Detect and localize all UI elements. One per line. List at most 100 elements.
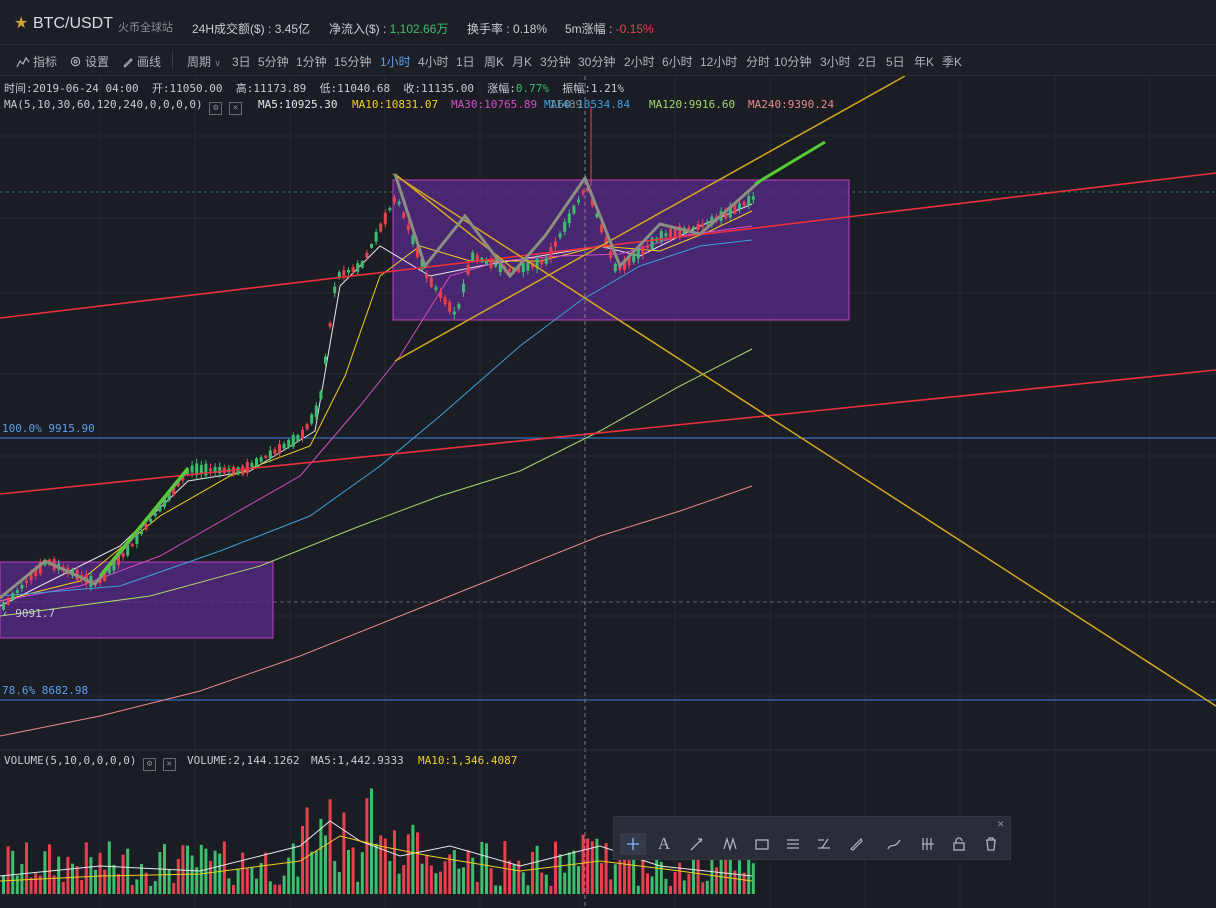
candle[interactable]	[351, 267, 355, 272]
candle[interactable]	[365, 252, 369, 258]
candle[interactable]	[590, 198, 594, 206]
candle[interactable]	[6, 597, 10, 605]
candle[interactable]	[11, 593, 15, 600]
candle[interactable]	[411, 235, 415, 245]
range-box-top[interactable]	[392, 179, 850, 321]
candle[interactable]	[103, 569, 107, 581]
trendline-red-lower[interactable]	[0, 369, 1216, 495]
trash-icon[interactable]	[978, 833, 1004, 855]
candle[interactable]	[38, 561, 42, 574]
green-trend-segment-right[interactable]	[754, 140, 826, 186]
candle[interactable]	[600, 224, 603, 233]
candle[interactable]	[457, 304, 461, 309]
candle[interactable]	[337, 272, 341, 278]
candle[interactable]	[393, 197, 396, 203]
favorite-star-icon[interactable]: ★	[14, 15, 29, 32]
period-option[interactable]: 1小时	[380, 55, 411, 69]
candle[interactable]	[305, 424, 309, 430]
candle[interactable]	[572, 205, 576, 214]
candle[interactable]	[613, 263, 617, 272]
candle[interactable]	[209, 468, 212, 472]
candle[interactable]	[278, 444, 281, 454]
candle[interactable]	[724, 209, 728, 219]
candle[interactable]	[241, 466, 245, 475]
candle[interactable]	[604, 237, 608, 246]
candle[interactable]	[692, 226, 695, 230]
period-option[interactable]: 分时	[746, 55, 771, 69]
candle[interactable]	[696, 223, 700, 230]
candle[interactable]	[273, 449, 277, 454]
candle[interactable]	[135, 533, 139, 544]
candle[interactable]	[360, 261, 364, 268]
indicator-button[interactable]: 指标	[16, 53, 57, 70]
candle[interactable]	[236, 467, 240, 475]
candle[interactable]	[121, 553, 125, 557]
candle[interactable]	[117, 555, 120, 566]
ruler-icon[interactable]	[843, 833, 869, 855]
candle[interactable]	[429, 277, 433, 288]
period-option[interactable]: 6小时	[662, 55, 693, 69]
candle[interactable]	[659, 231, 663, 242]
candle[interactable]	[204, 463, 208, 476]
candle[interactable]	[466, 264, 470, 275]
volume-close-icon[interactable]: ✕	[162, 758, 176, 771]
candle[interactable]	[2, 602, 5, 610]
candle[interactable]	[609, 251, 613, 259]
kline-chart[interactable]: 时间:2019-06-24 04:00 开:11050.00 高:11173.8…	[0, 76, 1216, 908]
candle[interactable]	[25, 580, 28, 584]
candle[interactable]	[535, 258, 539, 269]
candle[interactable]	[646, 245, 649, 249]
draw-line-button[interactable]: 画线	[122, 53, 161, 70]
candle[interactable]	[733, 204, 737, 214]
candle[interactable]	[416, 247, 419, 257]
period-option[interactable]: 10分钟	[774, 55, 812, 69]
ma-settings-icon[interactable]: ⚙	[209, 102, 223, 115]
candle[interactable]	[379, 223, 383, 232]
period-option[interactable]: 年K	[914, 55, 935, 69]
candle[interactable]	[544, 258, 548, 264]
period-option[interactable]: 15分钟	[334, 55, 372, 69]
candle[interactable]	[627, 256, 631, 266]
candle[interactable]	[149, 518, 153, 523]
green-trend-segment-left[interactable]	[98, 467, 190, 577]
candle[interactable]	[517, 265, 521, 273]
trendline-red-upper[interactable]	[0, 172, 1216, 319]
candle[interactable]	[521, 263, 525, 273]
candle[interactable]	[425, 274, 429, 279]
candle[interactable]	[126, 544, 130, 556]
candle[interactable]	[199, 464, 203, 474]
brush-icon[interactable]	[881, 833, 907, 855]
period-option[interactable]: 周K	[484, 55, 505, 69]
candle[interactable]	[347, 269, 350, 273]
candle[interactable]	[98, 577, 102, 584]
pen-icon[interactable]	[684, 833, 710, 855]
period-option[interactable]: 季K	[942, 55, 963, 69]
chart-canvas[interactable]	[0, 76, 1216, 908]
candle[interactable]	[264, 455, 268, 459]
close-icon[interactable]: ✕	[997, 817, 1004, 830]
candle[interactable]	[664, 233, 668, 237]
candle[interactable]	[526, 261, 530, 271]
candle[interactable]	[577, 199, 580, 203]
candle[interactable]	[710, 216, 714, 226]
candle[interactable]	[383, 212, 387, 225]
candle[interactable]	[434, 287, 438, 290]
period-dropdown[interactable]: 周期 ∨	[187, 55, 221, 69]
candle[interactable]	[370, 244, 373, 248]
candle[interactable]	[443, 297, 447, 305]
candle[interactable]	[34, 568, 38, 577]
period-option[interactable]: 30分钟	[578, 55, 616, 69]
trendline-yellow-down[interactable]	[392, 173, 1216, 707]
candle[interactable]	[245, 462, 249, 474]
candle[interactable]	[163, 497, 166, 507]
candle[interactable]	[397, 201, 401, 205]
candle[interactable]	[195, 463, 199, 476]
candle[interactable]	[581, 190, 585, 195]
candle[interactable]	[641, 246, 645, 255]
candle[interactable]	[107, 566, 111, 574]
candle[interactable]	[485, 259, 488, 264]
pair-title[interactable]: BTC/USDT	[33, 15, 113, 32]
candle[interactable]	[333, 286, 337, 294]
parallel-lines-icon[interactable]	[780, 833, 806, 855]
candle[interactable]	[259, 457, 263, 462]
